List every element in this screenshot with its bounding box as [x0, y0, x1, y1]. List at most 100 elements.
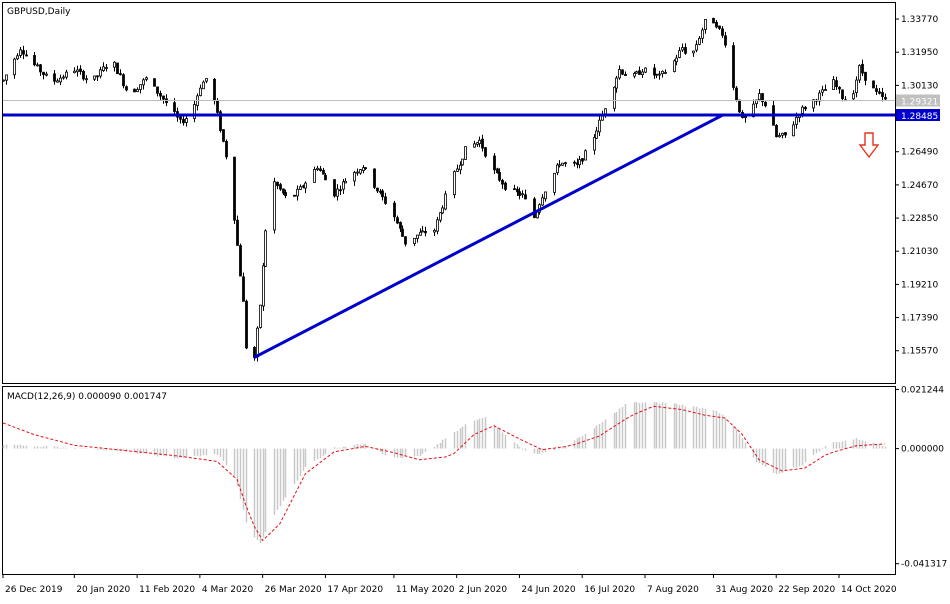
candle-body	[145, 77, 148, 80]
candle-body	[36, 64, 39, 67]
time-tick-label: 17 Apr 2020	[327, 585, 383, 595]
candle-body	[878, 91, 881, 94]
candle-body	[721, 28, 724, 36]
candle-body	[401, 228, 404, 237]
candle-body	[875, 88, 878, 92]
price-tick-label: 1.26490	[901, 148, 938, 158]
candle-body	[553, 172, 556, 193]
candle-body	[493, 155, 496, 171]
candle-body	[225, 141, 228, 158]
candle-body	[481, 138, 484, 149]
candle-body	[673, 60, 676, 72]
candle-body	[404, 236, 407, 245]
candle-body	[681, 47, 684, 51]
candle-body	[433, 230, 436, 233]
candle-body	[561, 162, 564, 166]
trendline	[253, 114, 723, 359]
candle-body	[775, 125, 778, 138]
down-arrow-icon	[858, 132, 880, 159]
candle-body	[861, 64, 864, 74]
candle-body	[664, 71, 667, 74]
candle-body	[884, 97, 887, 100]
candle-body	[205, 78, 208, 82]
candle-body	[162, 95, 165, 100]
candle-body	[618, 69, 621, 79]
time-tick-label: 14 Oct 2020	[841, 585, 897, 595]
candle-body	[453, 171, 456, 196]
candle-body	[384, 196, 387, 204]
candle-body	[13, 58, 16, 76]
candle-body	[752, 103, 755, 118]
time-tick-label: 11 Feb 2020	[139, 585, 195, 595]
candle-body	[202, 81, 205, 90]
price-tick-label: 1.22850	[901, 214, 938, 224]
price-chart-title: GBPUSD,Daily	[7, 7, 71, 17]
candle-body	[256, 327, 259, 358]
price-tick-label: 1.19210	[901, 280, 938, 290]
candle-body	[22, 50, 25, 55]
candle-body	[279, 184, 282, 190]
candle-body	[653, 67, 656, 76]
candle-body	[801, 106, 804, 114]
price-tick-label: 1.33770	[901, 15, 938, 25]
candle-body	[381, 190, 384, 198]
candle-body	[316, 167, 319, 170]
candle-body	[119, 73, 122, 76]
candle-body	[641, 71, 644, 76]
current-price-tag	[896, 94, 940, 107]
candle-body	[213, 78, 216, 102]
candle-body	[353, 172, 356, 182]
candle-body	[139, 84, 142, 90]
candle-body	[333, 179, 336, 197]
price-panel: 1.33770 1.31950 1.30130 1.26490 1.24670 1.228…	[2, 15, 940, 362]
candle-body	[413, 237, 416, 244]
candle-body	[464, 146, 467, 160]
candle-body	[581, 158, 584, 162]
support-price-label: 1.28485	[901, 112, 938, 122]
candle-body	[82, 70, 85, 80]
candle-body	[441, 207, 444, 214]
candle-body	[444, 193, 447, 210]
candle-body	[39, 64, 42, 73]
candle-body	[778, 135, 781, 138]
candle-body	[439, 212, 442, 221]
candle-body	[5, 74, 8, 81]
candle-body	[518, 191, 521, 196]
candle-body	[193, 104, 196, 119]
candle-body	[65, 71, 68, 78]
candle-body	[376, 187, 379, 192]
candle-body	[695, 44, 698, 51]
candle-body	[342, 181, 345, 190]
candle-body	[419, 231, 422, 236]
candle-body	[604, 108, 607, 115]
candle-body	[461, 158, 464, 166]
candle-body	[293, 194, 296, 197]
candle-body	[821, 89, 824, 93]
candle-body	[273, 181, 276, 231]
candle-body	[42, 71, 45, 76]
candle-body	[812, 99, 815, 109]
candle-body	[824, 89, 827, 91]
candle-body	[142, 79, 145, 86]
candle-body	[852, 93, 855, 100]
candle-body	[758, 93, 761, 101]
current-price-label: 1.29321	[901, 98, 938, 108]
time-tick-label: 22 Sep 2020	[778, 585, 835, 595]
candle-body	[33, 55, 36, 66]
candle-body	[838, 86, 841, 90]
candle-body	[675, 57, 678, 63]
candle-body	[99, 69, 102, 77]
candle-body	[56, 80, 59, 83]
candle-body	[102, 66, 105, 71]
candle-body	[356, 171, 359, 174]
candle-body	[76, 69, 79, 73]
macd-signal-line	[2, 405, 885, 542]
time-tick-label: 26 Dec 2019	[5, 585, 63, 595]
candle-body	[199, 87, 202, 96]
candle-body	[633, 73, 636, 77]
candle-body	[496, 168, 499, 174]
price-tick-label: 1.15570	[901, 347, 938, 357]
candle-body	[832, 79, 835, 90]
candle-body	[45, 73, 48, 76]
